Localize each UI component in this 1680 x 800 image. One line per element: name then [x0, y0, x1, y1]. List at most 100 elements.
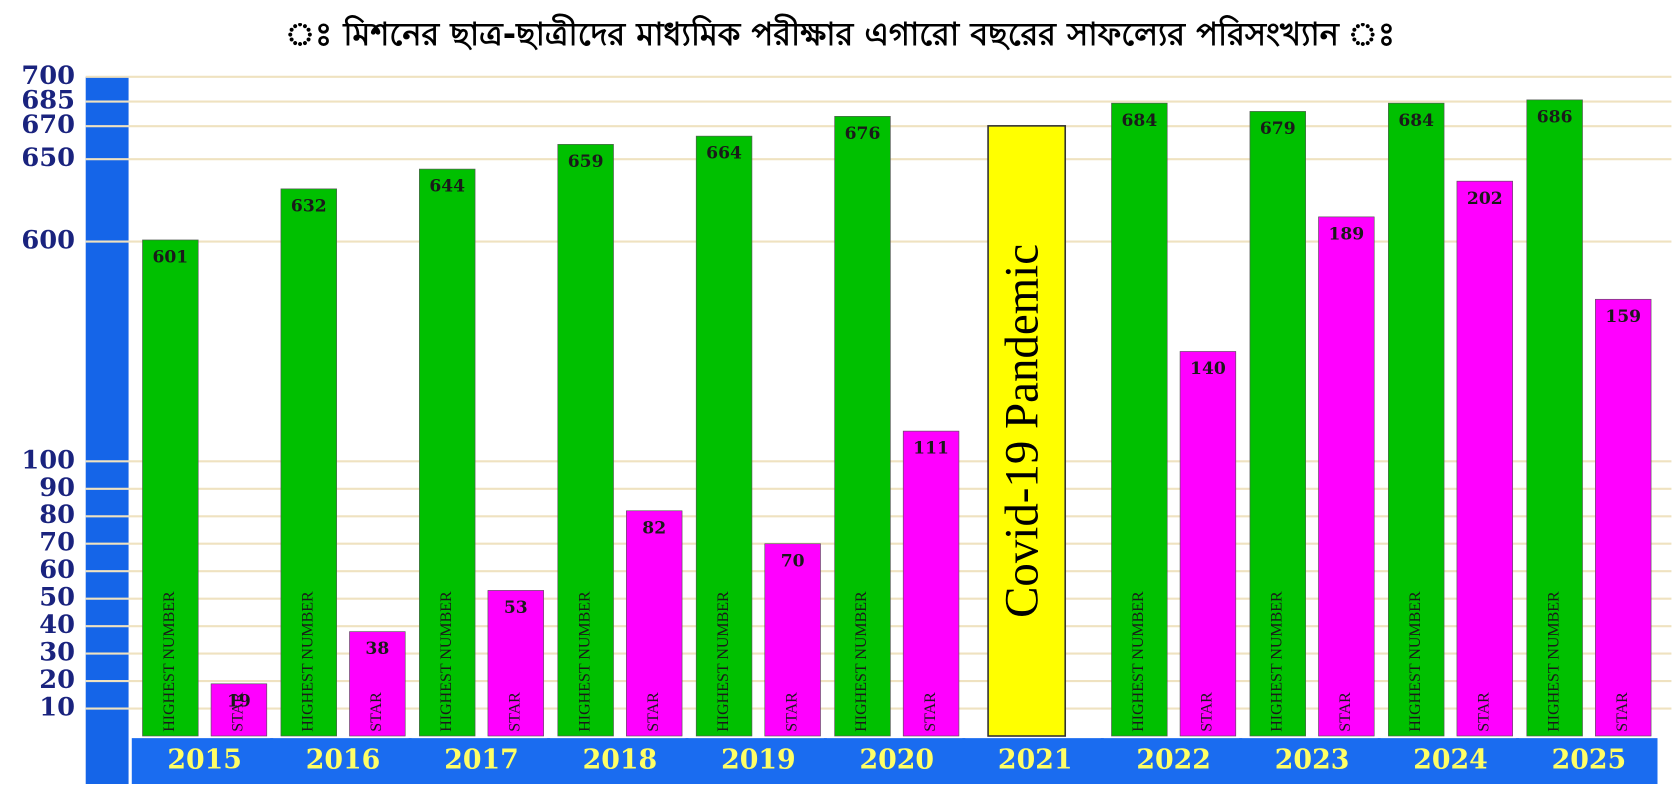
bar: [902, 430, 960, 737]
x-tick-label: 2020: [860, 745, 935, 776]
y-tick-label: 80: [39, 500, 75, 530]
value-label: 70: [781, 551, 805, 571]
y-tick-label: 50: [39, 583, 75, 613]
x-tick-label: 2015: [167, 745, 242, 776]
value-label: 38: [365, 639, 389, 659]
bar: [626, 510, 683, 737]
series-label: HIGHEST NUMBER: [715, 591, 732, 732]
year-box: [1516, 738, 1658, 784]
series-label: STAR: [783, 692, 800, 732]
bar: [1179, 351, 1237, 737]
annotation: Covid-19 Pandemic: [996, 244, 1048, 618]
bar: [142, 239, 199, 737]
bar: [1111, 102, 1168, 737]
series-label: HIGHEST NUMBER: [576, 591, 593, 732]
bar: [557, 144, 614, 737]
value-label: 140: [1190, 359, 1226, 379]
bar: [280, 188, 337, 737]
plot: 601 HIGHEST NUMBER 632 HIGHEST NUMBER 644 HIG…: [142, 99, 1652, 737]
bar: [834, 116, 891, 737]
value-label: 53: [504, 598, 528, 618]
bar: [1595, 298, 1652, 737]
value-label: 684: [1398, 111, 1434, 131]
x-tick-label: 2018: [583, 745, 658, 776]
value-label: 159: [1605, 307, 1641, 327]
y-tick-label: 20: [39, 665, 75, 695]
bar: [764, 543, 821, 737]
y-tick-label: 60: [39, 555, 75, 585]
year-box: [823, 738, 966, 784]
y-tick-label: 685: [21, 86, 75, 116]
value-label: 601: [152, 248, 188, 268]
value-label: 686: [1537, 108, 1573, 128]
year-box: [1239, 738, 1381, 784]
y-tick-label: 10: [39, 693, 75, 723]
value-label: 202: [1467, 189, 1503, 209]
year-box: [1100, 738, 1243, 784]
bar: [1318, 216, 1375, 737]
bar: [1249, 111, 1306, 737]
y-tick-label: 100: [21, 445, 75, 475]
bar: [210, 683, 268, 737]
x-tick-label: 2025: [1552, 745, 1627, 776]
series-label: HIGHEST NUMBER: [161, 591, 178, 732]
series-label: HIGHEST NUMBER: [1545, 591, 1562, 732]
y-tick-label: 30: [39, 638, 75, 668]
year-box: [131, 738, 274, 784]
bar: [695, 135, 753, 737]
value-label: 632: [291, 197, 327, 217]
x-tick-label: 2017: [444, 745, 519, 776]
series-label: STAR: [922, 692, 939, 732]
y-tick-label: 600: [21, 226, 75, 256]
y-tick-label: 40: [39, 610, 75, 640]
year-box: [685, 738, 827, 784]
bar: [1456, 180, 1513, 737]
series-label: HIGHEST NUMBER: [853, 591, 870, 732]
x-tick-label: 2024: [1413, 745, 1488, 776]
series-label: STAR: [1614, 692, 1631, 732]
series-label: HIGHEST NUMBER: [438, 591, 455, 732]
chart-title: ঃ মিশনের ছাত্র-ছাত্রীদের মাধ্যমিক পরীক্ষ…: [285, 13, 1395, 53]
bar: [487, 590, 544, 737]
value-label: 82: [642, 518, 666, 538]
x-tick-label: 2016: [306, 745, 381, 776]
annotation-box: [987, 125, 1067, 737]
y-tick-label: 90: [39, 473, 75, 503]
series-label: STAR: [1337, 692, 1354, 732]
x-tick-label: 2022: [1136, 745, 1211, 776]
value-label: 679: [1260, 119, 1296, 139]
x-tick-label: 2023: [1275, 745, 1350, 776]
value-label: 659: [568, 152, 604, 172]
series-label: HIGHEST NUMBER: [299, 591, 316, 732]
value-label: 684: [1121, 111, 1157, 131]
series-label: STAR: [506, 692, 523, 732]
y-tick-label: 650: [21, 143, 75, 173]
value-label: 19: [227, 691, 251, 711]
series-label: STAR: [1199, 692, 1216, 732]
value-label: 111: [913, 439, 949, 459]
series-label: HIGHEST NUMBER: [1130, 591, 1147, 732]
series-label: STAR: [368, 692, 385, 732]
y-tick-label: 670: [21, 110, 75, 140]
x-tick-label: 2021: [998, 745, 1073, 776]
value-label: 189: [1328, 225, 1364, 245]
y-tick-label: 700: [21, 61, 75, 91]
value-label: 644: [429, 177, 465, 197]
year-box: [408, 738, 551, 784]
bar: [1526, 99, 1583, 737]
value-label: 676: [845, 124, 881, 144]
year-box: [270, 738, 412, 784]
y-tick-label: 70: [39, 528, 75, 558]
bar: [419, 168, 476, 737]
series-label: STAR: [1475, 692, 1492, 732]
year-box: [962, 738, 1104, 784]
value-label: 664: [706, 144, 742, 164]
x-tick-label: 2019: [721, 745, 796, 776]
series-label: HIGHEST NUMBER: [1407, 591, 1424, 732]
series-label: STAR: [645, 692, 662, 732]
axis-pillar: [85, 76, 129, 785]
year-box: [1377, 738, 1520, 784]
series-label: STAR: [230, 692, 247, 732]
